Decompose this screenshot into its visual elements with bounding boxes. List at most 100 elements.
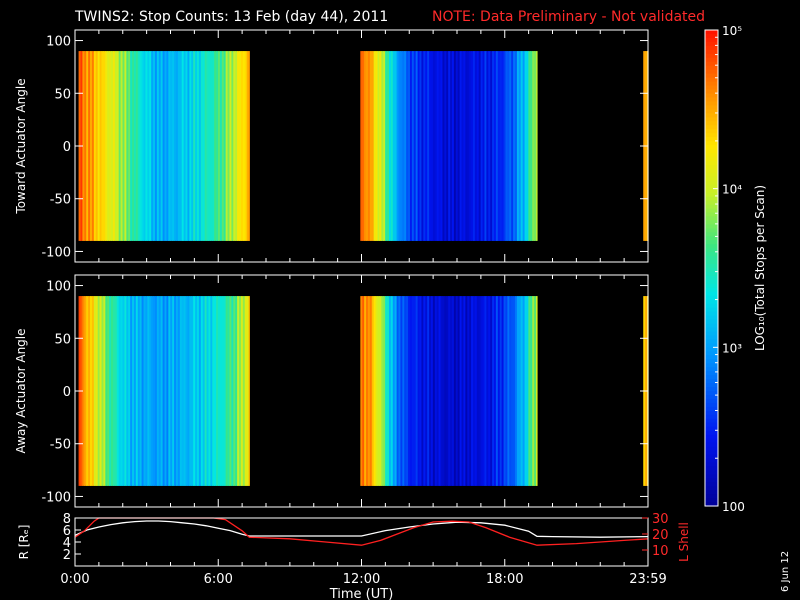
heat-column [442, 296, 445, 486]
colorbar-segment [705, 256, 718, 261]
colorbar-segment [705, 279, 718, 285]
x-tick-label: 12:00 [343, 572, 380, 587]
colorbar-segment [705, 438, 718, 444]
r-axis-label: R [Rₑ] [17, 525, 31, 560]
heat-column [522, 296, 526, 486]
heat-column [154, 51, 158, 241]
heat-column [93, 51, 97, 241]
heat-column [486, 296, 489, 486]
heat-column [239, 51, 242, 241]
heat-column [476, 296, 480, 486]
colorbar-segment [705, 200, 718, 206]
heat-column [200, 51, 204, 241]
heat-column [482, 51, 486, 241]
heat-column [373, 296, 377, 486]
chart-title: TWINS2: Stop Counts: 13 Feb (day 44), 20… [74, 9, 388, 25]
colorbar-segment [705, 30, 718, 35]
heat-column [482, 296, 486, 486]
colorbar-segment [705, 466, 718, 471]
heat-column [467, 296, 470, 486]
heat-column [398, 296, 402, 486]
heat-column [478, 296, 482, 486]
colorbar-segment [705, 478, 718, 483]
plot-frame [74, 517, 649, 567]
heat-column [503, 296, 507, 486]
colorbar-segment [705, 180, 718, 186]
heat-column [218, 296, 221, 486]
heat-column [518, 51, 522, 241]
heat-column [524, 296, 528, 486]
colorbar-segment [705, 351, 718, 356]
heat-column [151, 51, 154, 241]
colorbar: 10⁵ 10⁴ 10³ 100 LOG₁₀(Total Stops per Scan) [704, 24, 767, 514]
heat-column [170, 296, 173, 486]
heat-column [103, 296, 106, 486]
colorbar-segment [705, 49, 718, 55]
heat-column [490, 51, 493, 241]
heat-column [212, 296, 215, 486]
heat-column [369, 296, 373, 486]
colorbar-segment [705, 184, 718, 190]
heat-column [156, 296, 160, 486]
heat-column [536, 296, 538, 486]
heat-column [219, 51, 223, 241]
heat-column [225, 51, 229, 241]
colorbar-segment [705, 454, 718, 459]
colorbar-segment [705, 176, 718, 182]
colorbar-segment [705, 498, 718, 503]
heat-column [387, 296, 390, 486]
heat-column [193, 51, 196, 241]
heat-column [392, 296, 396, 486]
heat-column [532, 51, 535, 241]
colorbar-segment [705, 152, 718, 158]
heat-column [495, 296, 499, 486]
heat-column [212, 51, 215, 241]
heat-column [530, 51, 533, 241]
colorbar-segment [705, 89, 718, 95]
heat-column [515, 51, 518, 241]
heat-column [240, 51, 244, 241]
heat-column [91, 51, 95, 241]
colorbar-segment [705, 252, 718, 257]
colorbar-segment [705, 57, 718, 63]
heat-column [97, 296, 101, 486]
heat-column [432, 51, 436, 241]
heat-column [185, 296, 189, 486]
away-angle-panel: 100 50 0 -50 -100 Away Actuator Angle [14, 274, 649, 508]
heat-column [480, 296, 484, 486]
colorbar-segment [705, 117, 718, 122]
heat-column [181, 51, 185, 241]
heat-column [130, 51, 133, 241]
heat-column [229, 51, 232, 241]
heat-column [463, 296, 466, 486]
y-tick-label: 50 [54, 332, 71, 347]
colorbar-segment [705, 335, 718, 340]
colorbar-segment [705, 486, 718, 491]
preliminary-note: NOTE: Data Preliminary - Not validated [432, 9, 705, 25]
colorbar-segment [705, 228, 718, 233]
heat-column [362, 296, 365, 486]
y-tick-label: -50 [50, 438, 71, 453]
colorbar-segment [705, 406, 718, 412]
heat-column [101, 51, 105, 241]
heat-column [168, 51, 171, 241]
heat-column [530, 296, 533, 486]
colorbar-segment [705, 327, 718, 333]
heat-column [534, 296, 537, 486]
heat-column [160, 51, 164, 241]
colorbar-segment [705, 462, 718, 467]
heat-column [118, 51, 122, 241]
heat-column [84, 296, 87, 486]
heat-column [175, 51, 179, 241]
colorbar-segment [705, 93, 718, 99]
heat-column [427, 296, 430, 486]
colorbar-tick-label: 100 [722, 500, 745, 514]
heat-column [383, 51, 386, 241]
colorbar-segment [705, 442, 718, 448]
heat-column [158, 296, 162, 486]
colorbar-segment [705, 482, 718, 487]
heat-column [451, 51, 455, 241]
heat-column [459, 51, 463, 241]
